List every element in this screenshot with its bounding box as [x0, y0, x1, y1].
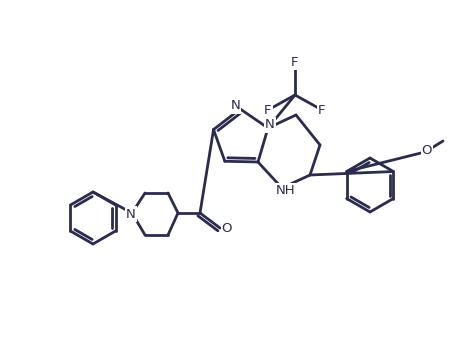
Text: F: F — [264, 103, 271, 116]
Text: F: F — [291, 56, 298, 69]
Text: N: N — [230, 99, 239, 113]
Text: NH: NH — [274, 185, 293, 199]
Text: O: O — [421, 143, 432, 156]
Text: N: N — [126, 207, 136, 221]
Text: N: N — [264, 119, 274, 131]
Text: NH: NH — [275, 184, 295, 198]
Text: N: N — [229, 97, 238, 110]
Text: F: F — [318, 103, 325, 116]
Text: O: O — [221, 222, 232, 234]
